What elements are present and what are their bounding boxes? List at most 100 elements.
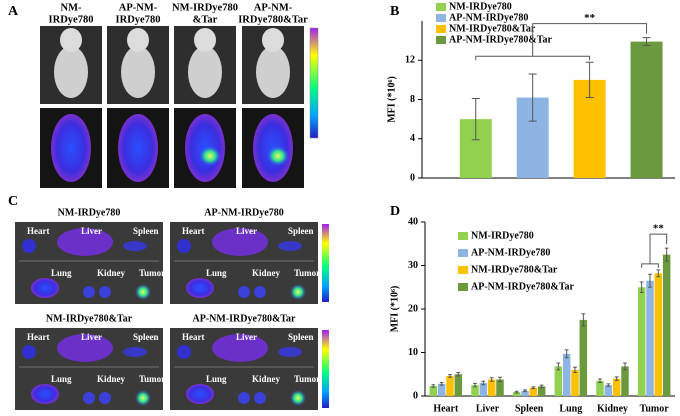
y-tick-label: 10 — [408, 347, 418, 358]
panel-label: C — [8, 194, 18, 209]
bar — [487, 379, 496, 396]
organ — [135, 390, 151, 406]
organ-label: Lung — [206, 268, 227, 278]
bar — [621, 366, 629, 396]
column-label: AP-NM- — [254, 2, 293, 13]
organ — [31, 278, 59, 298]
organ-label: Lung — [51, 268, 72, 278]
organ-label: Liver — [81, 226, 102, 236]
legend-label: AP-NM-IRDye780&Tar — [471, 281, 575, 292]
organ — [31, 384, 59, 404]
plate-divider — [19, 260, 159, 262]
organ — [57, 228, 113, 256]
mouse-head — [194, 28, 216, 52]
bar — [521, 390, 529, 396]
legend-label: AP-NM-IRDye780 — [449, 12, 528, 23]
legend-label: NM-IRDye780 — [449, 1, 512, 12]
x-tick-label: Kidney — [597, 403, 628, 414]
error-bar — [498, 376, 502, 383]
legend-label: AP-NM-IRDye780 — [471, 247, 550, 258]
error-bar — [539, 384, 544, 389]
error-bar — [456, 372, 461, 377]
organ-label: Heart — [182, 332, 205, 342]
bar — [571, 369, 579, 396]
legend-swatch — [436, 14, 446, 22]
panel-label: B — [390, 4, 399, 19]
organ-label: Tumor — [139, 268, 165, 278]
organ — [238, 392, 250, 404]
colorbar — [309, 27, 319, 139]
organ-label: Kidney — [252, 374, 281, 384]
mouse-signal — [118, 114, 158, 182]
error-bar — [614, 376, 619, 381]
y-tick-label: 4 — [410, 133, 415, 144]
error-bar — [564, 349, 569, 359]
organ-label: Tumor — [139, 374, 165, 384]
x-tick-label: Tumor — [640, 403, 670, 414]
mouse-head — [262, 28, 284, 52]
organ — [186, 384, 214, 404]
legend-swatch — [436, 36, 446, 44]
error-bar — [656, 269, 661, 278]
panel-label: A — [8, 4, 19, 19]
y-tick-label: 30 — [408, 260, 418, 271]
error-bar — [585, 61, 594, 99]
legend-label: NM-IRDye780&Tar — [449, 23, 536, 34]
legend-swatch — [458, 232, 468, 240]
bar — [529, 387, 538, 396]
error-bar — [664, 247, 669, 262]
mouse-head — [60, 28, 82, 52]
x-tick-label: Heart — [433, 403, 459, 414]
error-bar — [648, 273, 652, 288]
error-bar — [448, 374, 452, 378]
organ — [83, 286, 95, 298]
plate-divider — [174, 366, 314, 368]
bar — [612, 378, 621, 396]
organ — [99, 392, 111, 404]
bar — [471, 385, 479, 396]
mouse-body — [256, 46, 290, 98]
error-bar — [639, 281, 644, 293]
error-bar — [523, 389, 527, 393]
organ-label: Tumor — [294, 374, 320, 384]
organ-label: Heart — [27, 332, 50, 342]
significance-bracket — [475, 23, 648, 61]
mouse-body — [188, 46, 222, 98]
bar — [562, 353, 571, 396]
organ — [254, 286, 266, 298]
column-label: IRDye780 — [116, 14, 161, 25]
x-tick-label: Spleen — [515, 403, 544, 414]
y-axis-label: MFI (*10⁶) — [389, 286, 400, 333]
organ-label: Lung — [206, 374, 227, 384]
organ — [123, 347, 147, 357]
error-bar — [556, 362, 561, 371]
organ — [186, 278, 214, 298]
bar — [496, 379, 504, 396]
error-bar — [528, 73, 537, 122]
organ — [290, 284, 306, 300]
organ — [177, 239, 191, 253]
organ — [83, 392, 95, 404]
bar — [646, 280, 654, 396]
error-bar — [642, 37, 651, 47]
legend-swatch — [458, 249, 468, 257]
bar — [637, 287, 646, 396]
image-title: NM-IRDye780&Tar — [46, 313, 133, 324]
organ-label: Spleen — [288, 226, 314, 236]
legend-swatch — [436, 25, 446, 33]
error-bar — [473, 382, 477, 388]
legend-label: NM-IRDye780 — [471, 230, 534, 241]
significance-label: ** — [653, 223, 665, 235]
error-bar — [573, 366, 577, 374]
y-tick-label: 8 — [410, 94, 415, 105]
error-bar — [598, 378, 602, 384]
legend-swatch — [458, 283, 468, 291]
organ — [177, 345, 191, 359]
legend-swatch — [458, 266, 468, 274]
y-tick-label: 12 — [405, 55, 415, 66]
organ-label: Spleen — [133, 226, 159, 236]
bar — [537, 386, 546, 396]
bar — [429, 385, 438, 396]
